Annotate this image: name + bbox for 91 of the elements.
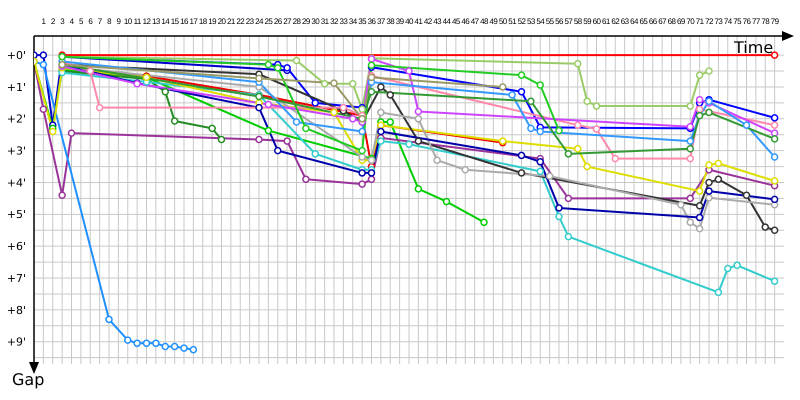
x-tick-label: 7 [98, 17, 103, 26]
x-tick-label: 71 [696, 17, 705, 26]
x-tick-label: 23 [246, 17, 255, 26]
x-tick-label: 28 [292, 17, 302, 26]
x-tick-label: 17 [190, 17, 198, 26]
x-tick-label: 58 [574, 17, 583, 26]
x-tick-label: 16 [180, 17, 189, 26]
x-tick-label: 24 [255, 17, 264, 26]
x-tick-label: 2 [50, 17, 56, 26]
x-tick-label: 56 [555, 17, 564, 26]
x-tick-label: 63 [620, 17, 630, 26]
y-tick-label: +9' [6, 336, 26, 349]
x-tick-label: 67 [658, 17, 668, 26]
x-tick-label: 8 [107, 17, 112, 26]
x-tick-label: 78 [761, 17, 770, 26]
x-tick-label: 40 [405, 17, 414, 26]
x-tick-label: 62 [611, 17, 620, 26]
x-tick-label: 43 [433, 17, 442, 26]
x-tick-label: 35 [358, 17, 368, 26]
x-tick-label: 30 [311, 17, 320, 26]
x-tick-label: 37 [377, 17, 386, 26]
x-tick-label: 27 [283, 17, 292, 26]
x-tick-label: 26 [274, 17, 283, 26]
x-tick-label: 12 [142, 17, 152, 26]
x-tick-label: 77 [752, 17, 761, 26]
x-tick-label: 25 [264, 17, 274, 26]
x-tick-label: 69 [677, 17, 686, 26]
x-axis-title: Time [734, 38, 774, 57]
x-tick-label: 79 [770, 17, 780, 26]
x-tick-label: 65 [640, 17, 648, 26]
x-tick-label: 49 [490, 17, 498, 26]
x-tick-label: 19 [208, 17, 218, 26]
x-tick-label: 55 [546, 17, 555, 26]
x-tick-label: 76 [742, 17, 752, 26]
x-tick-label: 9 [116, 17, 122, 26]
y-tick-label: +3' [6, 144, 26, 158]
y-tick-label: +8' [6, 304, 26, 317]
x-tick-label: 38 [386, 17, 396, 26]
x-tick-label: 61 [602, 17, 611, 26]
x-tick-label: 10 [124, 17, 133, 26]
x-tick-label: 18 [198, 17, 208, 26]
x-tick-label: 53 [527, 17, 536, 26]
x-tick-label: 32 [330, 17, 339, 26]
x-tick-label: 54 [536, 17, 546, 26]
x-tick-label: 73 [714, 17, 724, 26]
x-tick-label: 3 [60, 17, 66, 26]
x-tick-label: 75 [733, 17, 742, 26]
y-tick-label: +4' [6, 176, 26, 190]
x-tick-label: 74 [724, 17, 733, 26]
y-axis-title: Gap [12, 370, 44, 389]
x-tick-label: 39 [396, 17, 405, 26]
x-tick-label: 59 [583, 17, 592, 26]
x-tick-label: 48 [480, 17, 489, 26]
x-tick-label: 52 [518, 17, 526, 26]
y-tick-label: +2' [6, 112, 26, 126]
x-tick-label: 1 [41, 17, 46, 26]
x-tick-label: 42 [424, 17, 433, 26]
x-tick-label: 13 [152, 17, 161, 26]
x-tick-label: 41 [414, 17, 424, 26]
x-tick-label: 6 [88, 17, 94, 26]
y-tick-label: +5' [6, 208, 26, 222]
x-tick-label: 33 [340, 17, 348, 26]
x-tick-label: 57 [564, 17, 574, 26]
y-tick-label: +6' [6, 240, 26, 254]
x-tick-label: 22 [236, 17, 246, 26]
x-tick-label: 46 [461, 17, 470, 26]
x-tick-label: 5 [78, 17, 84, 26]
x-tick-label: 66 [648, 17, 658, 26]
x-tick-label: 11 [134, 17, 142, 26]
y-tick-label: +7' [6, 272, 26, 285]
y-tick-label: +0' [6, 49, 26, 62]
x-tick-label: 20 [218, 17, 226, 26]
x-tick-label: 4 [70, 17, 75, 26]
x-tick-label: 34 [348, 17, 358, 26]
x-tick-label: 47 [470, 17, 480, 26]
x-tick-label: 72 [705, 17, 714, 26]
x-tick-label: 45 [452, 17, 461, 26]
x-tick-label: 36 [368, 17, 376, 26]
x-tick-label: 44 [442, 17, 452, 26]
y-tick-label: +1' [6, 80, 26, 94]
x-tick-label: 15 [170, 17, 180, 26]
x-tick-label: 29 [302, 17, 311, 26]
x-tick-label: 50 [498, 17, 508, 26]
x-tick-label: 51 [508, 17, 518, 26]
x-tick-label: 21 [227, 17, 236, 26]
x-tick-label: 64 [630, 17, 639, 26]
x-tick-label: 14 [161, 17, 170, 26]
x-tick-label: 68 [668, 17, 676, 26]
x-tick-label: 70 [686, 17, 696, 26]
x-tick-label: 31 [320, 17, 330, 26]
x-tick-label: 60 [592, 17, 602, 26]
